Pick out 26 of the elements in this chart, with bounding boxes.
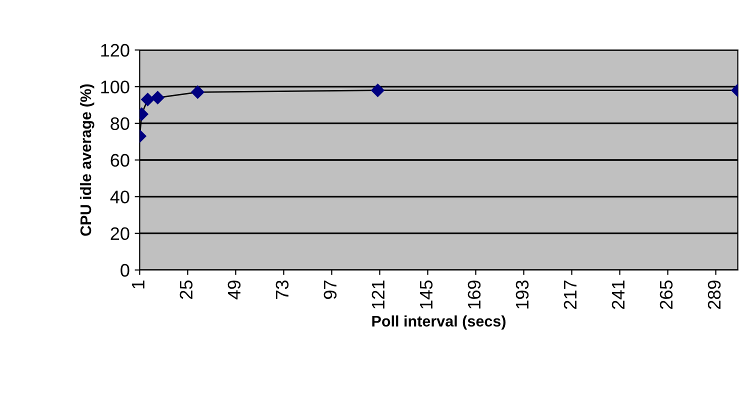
y-tick-label: 60 (110, 154, 130, 167)
x-tick-label: 97 (324, 280, 337, 299)
x-tick-label: 289 (708, 280, 721, 309)
y-axis-title: CPU idle average (%) (80, 84, 94, 236)
x-tick-label: 265 (660, 280, 673, 309)
x-tick-label: 25 (180, 280, 193, 299)
x-tick-label: 193 (516, 280, 529, 308)
x-tick-label: 169 (468, 280, 481, 308)
point (141, 92, 154, 106)
x-tick-label: 121 (372, 280, 384, 308)
x-tick-label: 1 (132, 280, 144, 288)
point (151, 91, 164, 104)
y-tick-label: 20 (110, 227, 130, 240)
y-tick-label: 40 (110, 190, 130, 204)
x-tick-label: 49 (228, 280, 241, 300)
point (371, 84, 384, 97)
x-tick-label: 145 (420, 280, 433, 308)
x-tick-label: 241 (612, 280, 624, 309)
x-tick-label: 73 (276, 280, 289, 299)
x-tick-label: 217 (564, 280, 576, 309)
y-tick-label: 120 (101, 44, 130, 57)
x-axis-title: Poll interval (secs) (372, 315, 506, 330)
y-tick-label: 100 (101, 80, 130, 94)
y-tick-label: 0 (120, 264, 130, 277)
point (191, 86, 204, 99)
y-tick-label: 80 (110, 117, 130, 130)
